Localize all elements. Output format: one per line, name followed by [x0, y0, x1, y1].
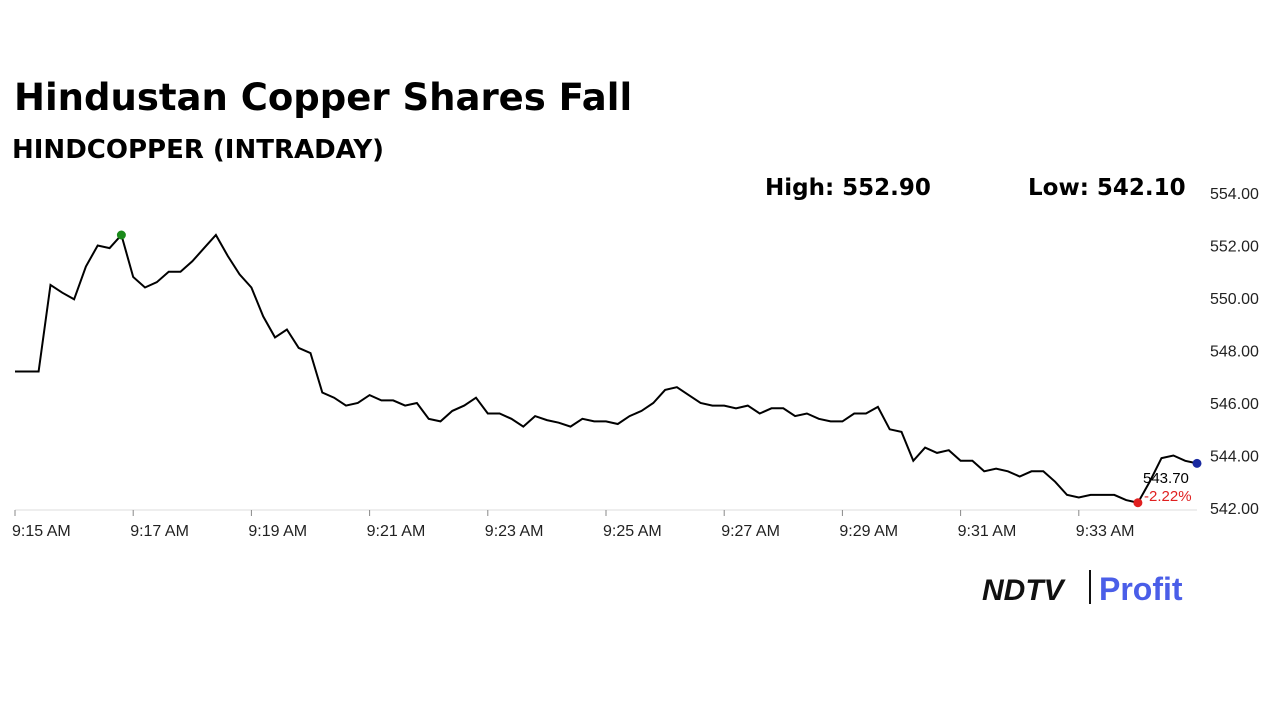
low-label: Low: 542.10: [1028, 175, 1186, 201]
x-tick-label: 9:25 AM: [603, 523, 662, 540]
y-tick-label: 548.00: [1210, 344, 1259, 361]
y-tick-label: 550.00: [1210, 291, 1259, 308]
last-price: 543.70: [1143, 470, 1189, 487]
point-marker: [116, 230, 126, 240]
y-tick-label: 542.00: [1210, 501, 1259, 518]
point-marker: [1192, 458, 1202, 468]
x-tick-label: 9:29 AM: [839, 523, 898, 540]
change-percent: -2.22%: [1144, 488, 1192, 505]
x-tick-label: 9:21 AM: [367, 523, 426, 540]
brand-ndtv: NDTV: [982, 574, 1067, 607]
x-tick-label: 9:17 AM: [130, 523, 189, 540]
price-line: [15, 232, 1198, 504]
x-tick-label: 9:15 AM: [12, 523, 71, 540]
y-tick-label: 544.00: [1210, 449, 1259, 466]
y-tick-label: 546.00: [1210, 396, 1259, 413]
chart-subtitle: HINDCOPPER (INTRADAY): [12, 135, 384, 165]
y-tick-label: 552.00: [1210, 239, 1259, 256]
x-tick-label: 9:33 AM: [1076, 523, 1135, 540]
x-tick-label: 9:19 AM: [248, 523, 307, 540]
chart-title: Hindustan Copper Shares Fall: [14, 76, 632, 119]
high-label: High: 552.90: [765, 175, 931, 201]
x-tick-label: 9:23 AM: [485, 523, 544, 540]
y-tick-label: 554.00: [1210, 186, 1259, 203]
point-marker: [1133, 498, 1143, 508]
x-tick-label: 9:27 AM: [721, 523, 780, 540]
x-tick-label: 9:31 AM: [958, 523, 1017, 540]
brand-profit: Profit: [1099, 571, 1183, 607]
